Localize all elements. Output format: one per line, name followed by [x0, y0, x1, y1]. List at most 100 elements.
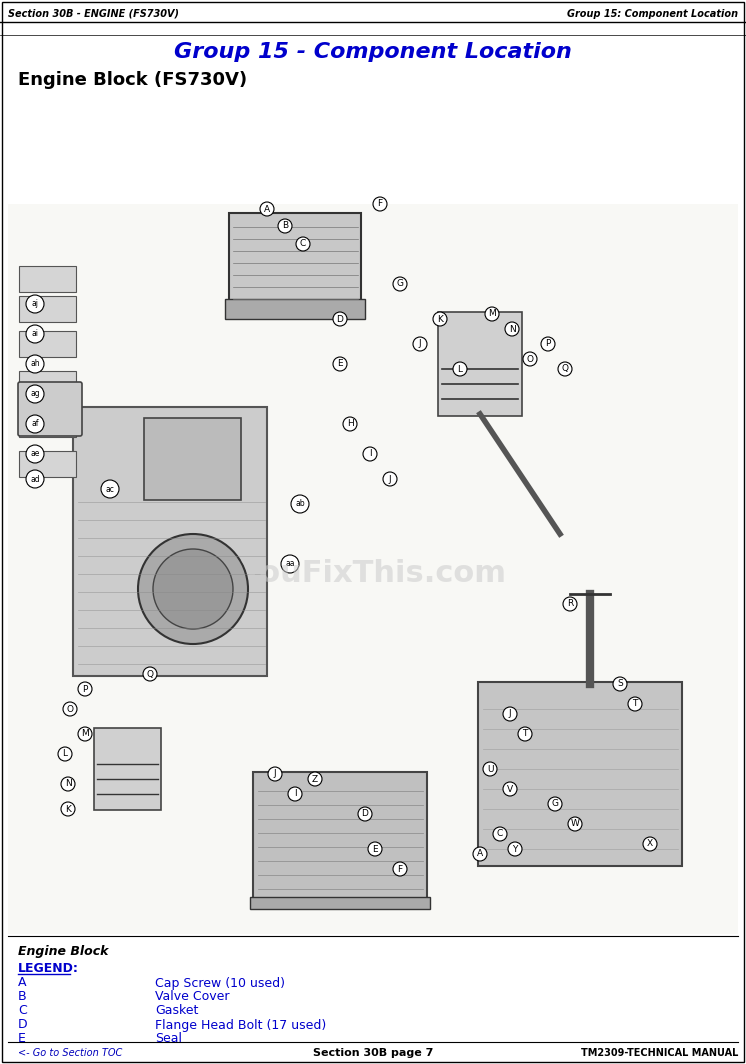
Circle shape: [281, 555, 299, 573]
Circle shape: [143, 667, 157, 681]
Circle shape: [368, 842, 382, 857]
Text: G: G: [397, 280, 404, 288]
Text: A: A: [264, 204, 270, 214]
Text: L: L: [63, 749, 67, 759]
Circle shape: [26, 445, 44, 463]
Text: E: E: [18, 1032, 26, 1046]
Text: O: O: [66, 704, 74, 714]
Circle shape: [26, 470, 44, 488]
Text: Seal: Seal: [155, 1032, 182, 1046]
Text: K: K: [437, 315, 443, 323]
Text: U: U: [486, 765, 493, 774]
Text: N: N: [509, 325, 515, 333]
Text: J: J: [509, 710, 511, 718]
Circle shape: [343, 417, 357, 431]
Circle shape: [26, 325, 44, 343]
Text: C: C: [18, 1004, 27, 1017]
Text: J: J: [274, 769, 276, 779]
Text: ab: ab: [295, 499, 305, 509]
Circle shape: [26, 415, 44, 433]
Text: F: F: [398, 864, 403, 874]
Circle shape: [568, 817, 582, 831]
Text: C: C: [300, 239, 306, 249]
Circle shape: [296, 237, 310, 251]
FancyBboxPatch shape: [19, 371, 76, 397]
Circle shape: [523, 352, 537, 366]
Text: G: G: [551, 799, 559, 809]
FancyBboxPatch shape: [18, 382, 82, 436]
Circle shape: [383, 472, 397, 486]
Text: A: A: [477, 849, 483, 859]
Circle shape: [268, 767, 282, 781]
Circle shape: [413, 337, 427, 351]
Circle shape: [26, 295, 44, 313]
Text: aj: aj: [31, 299, 39, 309]
Text: J: J: [419, 339, 421, 349]
Text: M: M: [488, 310, 496, 318]
Circle shape: [260, 202, 274, 216]
Text: B: B: [282, 221, 288, 231]
Circle shape: [483, 762, 497, 776]
Circle shape: [278, 219, 292, 233]
Circle shape: [563, 597, 577, 611]
Circle shape: [308, 772, 322, 786]
Text: YouFixThis.com: YouFixThis.com: [240, 560, 506, 588]
Circle shape: [78, 682, 92, 696]
Text: Valve Cover: Valve Cover: [155, 991, 230, 1003]
Text: C: C: [497, 830, 503, 838]
Circle shape: [373, 197, 387, 211]
Circle shape: [548, 797, 562, 811]
Text: P: P: [545, 339, 551, 349]
Circle shape: [473, 847, 487, 861]
Text: ad: ad: [30, 475, 40, 483]
FancyBboxPatch shape: [73, 408, 267, 676]
Text: Gasket: Gasket: [155, 1004, 198, 1017]
FancyBboxPatch shape: [8, 204, 738, 934]
Text: F: F: [377, 200, 383, 209]
Text: D: D: [362, 810, 369, 818]
Text: E: E: [372, 845, 377, 853]
Circle shape: [26, 355, 44, 373]
Text: Group 15: Component Location: Group 15: Component Location: [567, 9, 738, 19]
Text: Section 30B page 7: Section 30B page 7: [313, 1048, 433, 1058]
FancyBboxPatch shape: [94, 728, 161, 810]
Text: O: O: [527, 354, 533, 364]
FancyBboxPatch shape: [19, 266, 76, 292]
FancyBboxPatch shape: [438, 312, 522, 416]
FancyBboxPatch shape: [225, 299, 365, 319]
FancyBboxPatch shape: [253, 772, 427, 907]
Text: J: J: [389, 475, 392, 483]
Text: N: N: [65, 780, 72, 788]
FancyBboxPatch shape: [19, 451, 76, 477]
FancyBboxPatch shape: [478, 682, 682, 866]
Circle shape: [363, 447, 377, 461]
Text: aa: aa: [285, 560, 295, 568]
Circle shape: [288, 787, 302, 801]
Circle shape: [541, 337, 555, 351]
Text: B: B: [18, 991, 27, 1003]
Text: D: D: [336, 315, 343, 323]
Text: H: H: [347, 419, 354, 429]
FancyBboxPatch shape: [19, 296, 76, 322]
Circle shape: [101, 480, 119, 498]
Circle shape: [493, 827, 507, 841]
Text: Group 15 - Component Location: Group 15 - Component Location: [174, 41, 572, 62]
Circle shape: [503, 706, 517, 721]
Circle shape: [153, 549, 233, 629]
Circle shape: [485, 307, 499, 321]
Circle shape: [333, 358, 347, 371]
FancyBboxPatch shape: [19, 411, 76, 437]
Circle shape: [628, 697, 642, 711]
Circle shape: [61, 777, 75, 791]
Text: A: A: [18, 977, 27, 990]
Text: T: T: [633, 699, 638, 709]
Circle shape: [503, 782, 517, 796]
Circle shape: [393, 862, 407, 876]
Circle shape: [138, 534, 248, 644]
FancyBboxPatch shape: [250, 897, 430, 909]
Text: Cap Screw (10 used): Cap Screw (10 used): [155, 977, 285, 990]
Text: af: af: [31, 419, 39, 429]
Text: Section 30B - ENGINE (FS730V): Section 30B - ENGINE (FS730V): [8, 9, 179, 19]
Text: ag: ag: [30, 389, 40, 399]
Text: Y: Y: [513, 845, 518, 853]
